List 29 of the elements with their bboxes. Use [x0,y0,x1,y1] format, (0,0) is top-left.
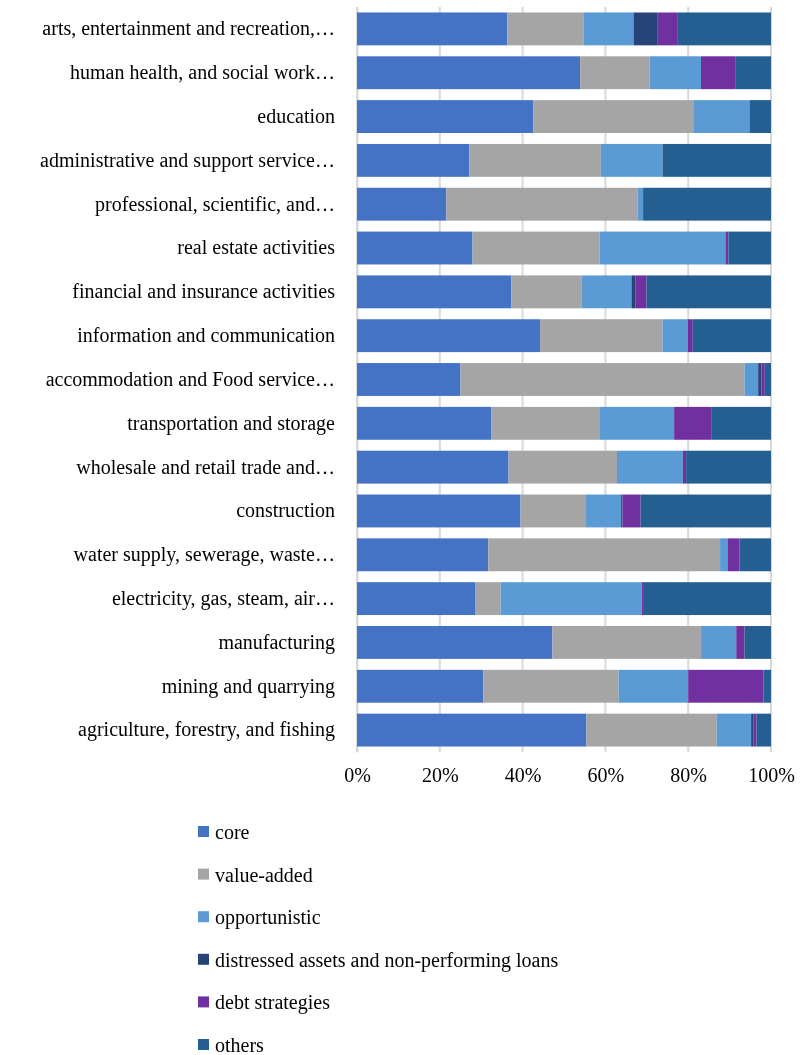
x-tick-label: 80% [670,764,708,787]
y-tick-label: transportation and storage [127,411,336,435]
y-tick-label: human health, and social work… [70,61,335,84]
y-tick-label: construction [236,499,335,522]
legend-label: others [215,1034,265,1055]
y-tick-label: agriculture, forestry, and fishing [78,718,335,742]
y-tick-label: real estate activities [177,236,336,259]
x-tick-label: 0% [344,764,371,787]
y-tick-label: accommodation and Food service… [45,367,335,390]
y-tick-label: arts, entertainment and recreation,… [42,17,335,40]
y-tick-label: professional, scientific, and… [95,192,335,216]
x-tick-label: 20% [421,764,459,787]
y-tick-label: administrative and support service… [40,148,335,172]
x-tick-label: 100% [748,764,795,787]
y-tick-label: education [257,104,335,127]
y-tick-label: manufacturing [218,630,335,654]
legend-label: debt strategies [215,991,331,1015]
legend-label: core [215,821,250,843]
y-tick-label: information and communication [77,324,335,347]
y-tick-label: wholesale and retail trade and… [76,455,335,478]
x-tick-label: 60% [587,764,625,787]
legend-label: distressed assets and non-performing loans [215,948,559,972]
y-tick-label: mining and quarrying [161,674,335,698]
y-tick-label: financial and insurance activities [72,280,336,303]
legend-label: value-added [215,863,313,886]
x-tick-label: 40% [504,764,542,787]
y-tick-label: water supply, sewerage, waste… [73,543,335,567]
legend-label: opportunistic [215,906,321,930]
y-tick-label: electricity, gas, steam, air… [111,587,335,611]
